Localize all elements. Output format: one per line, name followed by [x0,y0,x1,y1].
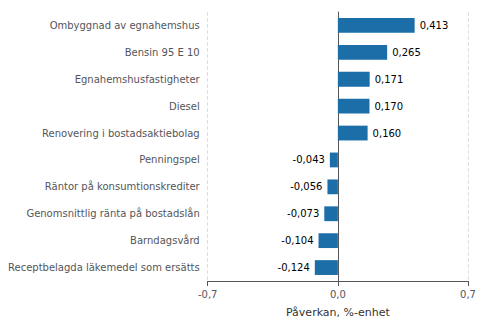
svg-text:Receptbelagda läkemedel som er: Receptbelagda läkemedel som ersätts [8,262,200,273]
svg-text:-0,043: -0,043 [293,154,325,165]
svg-text:0,265: 0,265 [392,47,421,58]
svg-text:-0,104: -0,104 [281,235,313,246]
svg-text:0,170: 0,170 [374,101,403,112]
svg-text:Bensin 95 E 10: Bensin 95 E 10 [125,47,200,58]
svg-text:Påverkan, %-enhet: Påverkan, %-enhet [286,306,390,319]
svg-text:0,0: 0,0 [330,289,346,300]
svg-text:Egnahemshusfastigheter: Egnahemshusfastigheter [75,74,201,85]
svg-text:-0,056: -0,056 [290,181,322,192]
svg-text:0,171: 0,171 [375,74,404,85]
svg-text:Diesel: Diesel [169,101,200,112]
svg-text:Ombyggnad av egnahemshus: Ombyggnad av egnahemshus [50,20,200,31]
svg-text:-0,7: -0,7 [198,289,218,300]
svg-text:Genomsnittlig ränta på bostads: Genomsnittlig ränta på bostadslån [26,207,199,219]
svg-text:Renovering i bostadsaktiebolag: Renovering i bostadsaktiebolag [42,128,200,139]
svg-text:-0,124: -0,124 [278,262,310,273]
svg-text:0,7: 0,7 [460,289,476,300]
svg-text:Penningspel: Penningspel [139,154,199,165]
svg-text:0,160: 0,160 [373,128,402,139]
svg-text:0,413: 0,413 [420,20,449,31]
svg-text:-0,073: -0,073 [287,208,319,219]
svg-text:Räntor på konsumtionskrediter: Räntor på konsumtionskrediter [45,180,201,192]
svg-text:Barndagsvård: Barndagsvård [130,234,200,246]
